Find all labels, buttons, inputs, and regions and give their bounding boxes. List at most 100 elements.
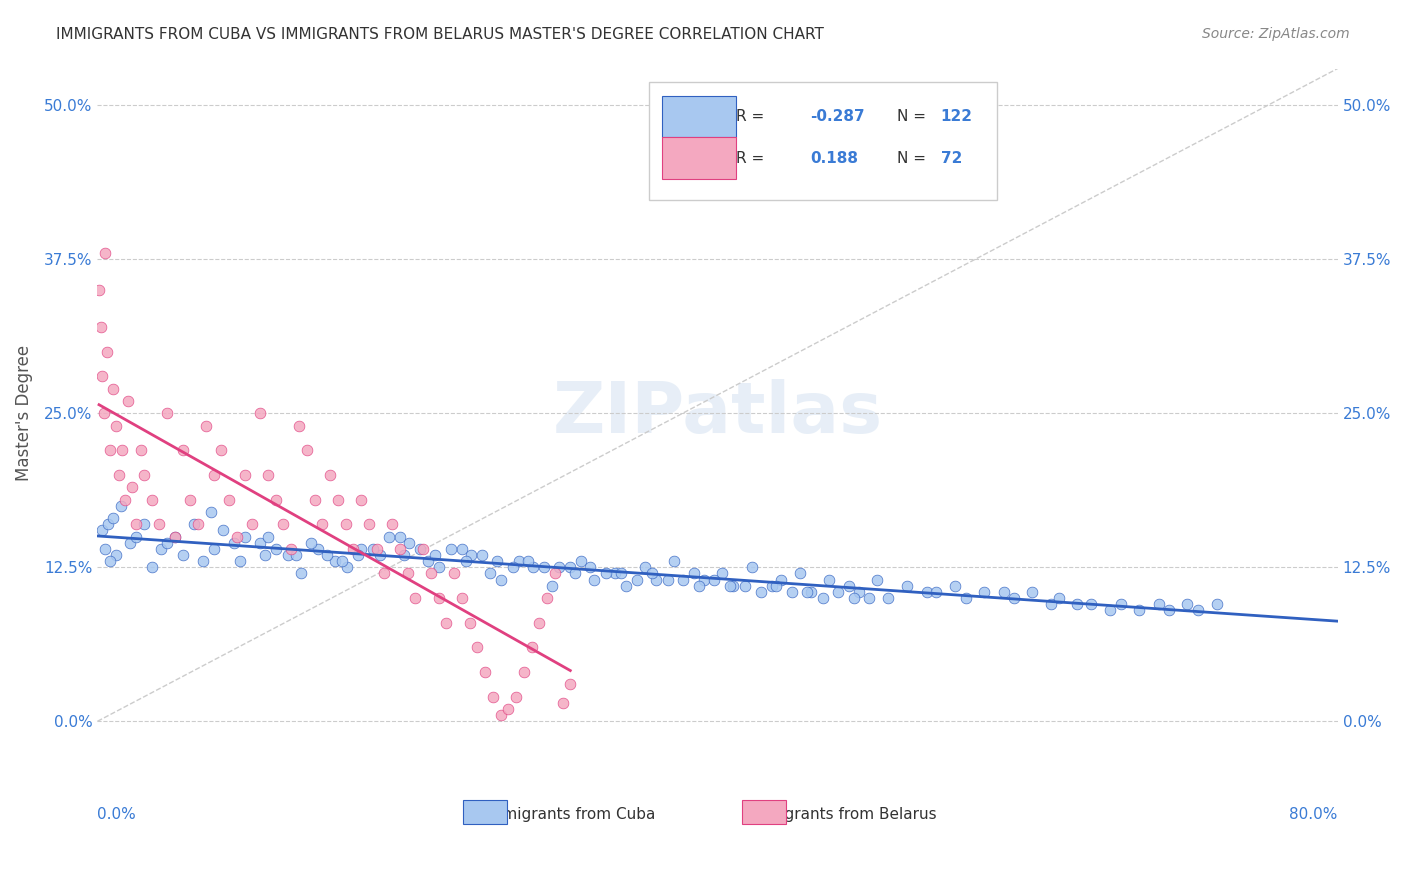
Text: 72: 72 bbox=[941, 151, 962, 166]
Point bbox=[456, 554, 478, 568]
Point bbox=[848, 585, 870, 599]
FancyBboxPatch shape bbox=[464, 799, 506, 823]
Point bbox=[434, 615, 457, 630]
Point bbox=[295, 443, 318, 458]
Point bbox=[489, 573, 512, 587]
Point bbox=[187, 517, 209, 532]
Point bbox=[502, 560, 524, 574]
Point bbox=[350, 492, 373, 507]
Point bbox=[319, 467, 342, 482]
Point bbox=[1098, 603, 1121, 617]
Point bbox=[280, 541, 302, 556]
Point bbox=[249, 406, 271, 420]
Point bbox=[770, 573, 793, 587]
Point bbox=[368, 548, 391, 562]
Point bbox=[1109, 597, 1132, 611]
Point bbox=[299, 535, 322, 549]
Point bbox=[288, 418, 311, 433]
Point bbox=[536, 591, 558, 606]
Point bbox=[242, 517, 264, 532]
Point bbox=[582, 573, 605, 587]
Point bbox=[111, 443, 134, 458]
Point bbox=[458, 615, 481, 630]
Point bbox=[277, 548, 299, 562]
Point bbox=[388, 529, 411, 543]
Point bbox=[1175, 597, 1198, 611]
Point bbox=[1002, 591, 1025, 606]
Point bbox=[440, 541, 463, 556]
Point bbox=[761, 579, 783, 593]
Point bbox=[1205, 597, 1227, 611]
Point bbox=[366, 541, 388, 556]
Point bbox=[842, 591, 865, 606]
Point bbox=[105, 548, 128, 562]
Point bbox=[105, 418, 128, 433]
Point bbox=[1080, 597, 1102, 611]
Point bbox=[662, 554, 685, 568]
Point bbox=[915, 585, 938, 599]
Point bbox=[409, 541, 432, 556]
Point bbox=[191, 554, 214, 568]
Point bbox=[1187, 603, 1209, 617]
Point bbox=[121, 480, 143, 494]
Point bbox=[657, 573, 679, 587]
Point bbox=[195, 418, 218, 433]
Point bbox=[858, 591, 880, 606]
Point bbox=[290, 566, 312, 581]
Point bbox=[90, 320, 112, 334]
Point bbox=[800, 585, 823, 599]
Point bbox=[513, 665, 536, 679]
Point bbox=[96, 344, 118, 359]
Point bbox=[284, 548, 307, 562]
Point bbox=[688, 579, 710, 593]
Text: 0.188: 0.188 bbox=[811, 151, 859, 166]
Point bbox=[796, 585, 818, 599]
Point bbox=[1047, 591, 1070, 606]
Point bbox=[749, 585, 772, 599]
Point bbox=[605, 566, 627, 581]
Point bbox=[141, 492, 163, 507]
Point bbox=[641, 566, 664, 581]
Point bbox=[101, 382, 124, 396]
Point bbox=[202, 467, 225, 482]
FancyBboxPatch shape bbox=[650, 82, 997, 200]
Point bbox=[98, 443, 121, 458]
Point bbox=[172, 443, 194, 458]
Y-axis label: Master's Degree: Master's Degree bbox=[15, 345, 32, 482]
Point bbox=[125, 529, 148, 543]
Point bbox=[342, 541, 364, 556]
Point bbox=[533, 560, 555, 574]
Point bbox=[200, 505, 222, 519]
Point bbox=[517, 554, 540, 568]
Point bbox=[114, 492, 136, 507]
Point bbox=[132, 517, 155, 532]
Point bbox=[692, 573, 714, 587]
Point bbox=[94, 246, 117, 260]
Point bbox=[703, 573, 725, 587]
Point bbox=[110, 499, 132, 513]
Point bbox=[827, 585, 849, 599]
Point bbox=[1021, 585, 1043, 599]
Point bbox=[156, 406, 179, 420]
Point bbox=[222, 535, 245, 549]
Point bbox=[419, 566, 441, 581]
Point bbox=[672, 573, 695, 587]
Point bbox=[505, 690, 527, 704]
Point bbox=[416, 554, 439, 568]
Point bbox=[257, 529, 280, 543]
Point bbox=[163, 529, 186, 543]
Point bbox=[150, 541, 173, 556]
Point bbox=[307, 541, 329, 556]
Point bbox=[93, 406, 115, 420]
Point bbox=[955, 591, 977, 606]
Point bbox=[626, 573, 648, 587]
Point bbox=[529, 615, 551, 630]
Point bbox=[132, 467, 155, 482]
Point bbox=[304, 492, 326, 507]
Point bbox=[381, 517, 404, 532]
Point bbox=[896, 579, 918, 593]
Point bbox=[471, 548, 494, 562]
Point bbox=[508, 554, 530, 568]
Point bbox=[378, 529, 401, 543]
Point bbox=[1157, 603, 1180, 617]
